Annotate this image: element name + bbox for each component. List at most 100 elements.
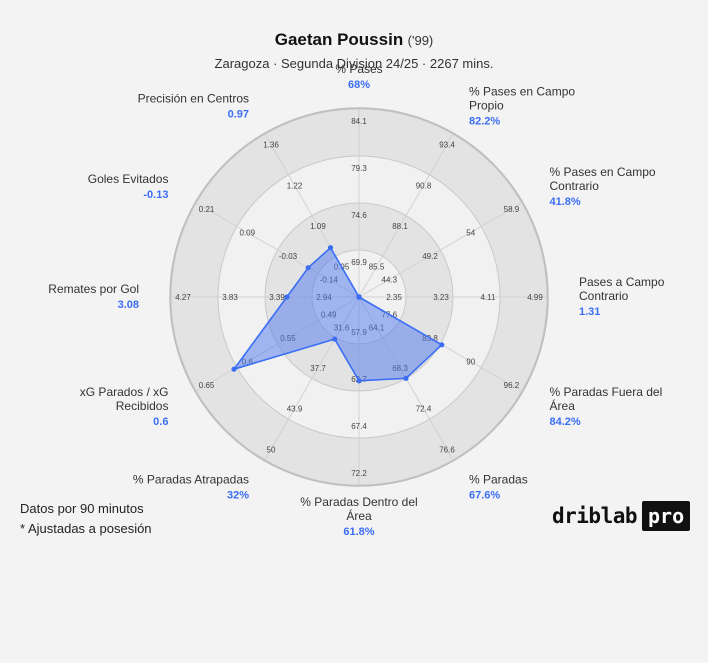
data-point: [284, 294, 290, 300]
data-point: [332, 336, 338, 342]
axis-label: % Pases: [335, 62, 382, 76]
tick-label: -0.03: [279, 252, 298, 261]
tick-label: 49.2: [422, 252, 438, 261]
axis-label: Área: [550, 398, 576, 413]
axis-label: % Paradas Atrapadas: [133, 473, 249, 487]
player-year: ('99): [407, 33, 434, 48]
radar-data-polygon: [231, 245, 445, 384]
radar-spoke: [358, 202, 523, 298]
title-block: Gaetan Poussin ('99) Zaragoza · Segunda …: [0, 30, 708, 71]
data-point: [439, 342, 445, 348]
footer-notes: Datos por 90 minutos * Ajustadas a poses…: [20, 499, 152, 539]
tick-label: 90.8: [416, 181, 432, 190]
data-point: [231, 366, 237, 372]
data-point: [403, 375, 409, 381]
tick-label: 3.39: [269, 293, 285, 302]
axis-label: Precisión en Centros: [138, 91, 249, 105]
axis-label: % Paradas Dentro del: [300, 495, 417, 509]
axis-label-group: Remates por Gol 3.08: [48, 282, 139, 311]
axis-value: 0.97: [228, 108, 249, 120]
axis-value: 1.31: [579, 306, 600, 318]
tick-label: 44.3: [382, 276, 398, 285]
tick-label: 85.5: [369, 263, 385, 272]
logo-pro-badge: pro: [642, 501, 691, 531]
tick-label: 3.83: [222, 293, 238, 302]
tick-label: 4.11: [481, 293, 497, 302]
axis-label: Recibidos: [116, 399, 169, 413]
tick-label: 1.22: [287, 181, 303, 190]
tick-label: 93.4: [439, 141, 455, 150]
axis-label-group: % Pases 68%: [335, 62, 382, 91]
tick-label: 58.9: [504, 205, 520, 214]
tick-label: 0.09: [239, 229, 255, 238]
tick-label: 72.4: [416, 405, 432, 414]
tick-label: 88.1: [392, 222, 408, 231]
logo-text: driblab: [552, 504, 638, 528]
data-point: [356, 378, 362, 384]
tick-label: 2.35: [386, 293, 402, 302]
axis-value: 68%: [348, 79, 370, 91]
axis-label: % Pases en Campo: [550, 165, 656, 179]
axis-value: 32%: [227, 490, 249, 502]
tick-label: 67.4: [351, 422, 367, 431]
tick-label: 84.1: [351, 117, 367, 126]
axis-label: Pases a Campo: [579, 275, 665, 289]
tick-label: 90: [466, 358, 475, 367]
axis-value: -0.13: [143, 189, 168, 201]
axis-value: 82.2%: [469, 115, 500, 127]
axis-value: 3.08: [118, 299, 139, 311]
tick-label: 37.7: [310, 364, 326, 373]
tick-label: 96.2: [504, 381, 520, 390]
tick-label: 69.9: [351, 258, 367, 267]
data-point: [356, 294, 362, 300]
radar-spoke: [358, 133, 454, 298]
axis-label: xG Parados / xG: [80, 385, 169, 399]
tick-label: 50: [267, 445, 276, 454]
axis-label-group: % Paradas 67.6%: [469, 473, 528, 502]
player-name: Gaetan Poussin: [274, 30, 404, 49]
tick-label: 76.6: [439, 445, 455, 454]
axis-value: 67.6%: [469, 490, 500, 502]
axis-label: % Pases en Campo: [469, 84, 575, 98]
tick-label: 79.3: [351, 164, 367, 173]
axis-value: 41.8%: [550, 196, 581, 208]
axis-label: Contrario: [550, 179, 600, 193]
axis-value: 61.8%: [343, 526, 374, 538]
axis-value: 84.2%: [550, 416, 581, 428]
radar-area: [233, 246, 443, 382]
radar-outer-ring: [169, 107, 549, 487]
axis-label: Área: [346, 508, 372, 523]
tick-label: 1.36: [263, 141, 279, 150]
note-possession-adjusted: * Ajustadas a posesión: [20, 521, 152, 536]
tick-label: 4.99: [527, 293, 543, 302]
tick-label: 43.9: [287, 405, 303, 414]
tick-label: 54: [466, 229, 475, 238]
axis-label: Remates por Gol: [48, 282, 139, 296]
axis-value: 0.6: [153, 416, 168, 428]
tick-label: 3.23: [433, 293, 449, 302]
tick-label: 72.2: [351, 469, 367, 478]
tick-label: 0.65: [199, 381, 215, 390]
axis-label-group: Precisión en Centros 0.97: [138, 91, 249, 120]
axis-label: Goles Evitados: [88, 172, 169, 186]
tick-label: 1.09: [310, 222, 326, 231]
axis-label: Contrario: [579, 289, 629, 303]
tick-label: 0.21: [199, 205, 215, 214]
driblab-logo: driblab pro: [552, 501, 691, 531]
axis-label: Propio: [469, 98, 504, 112]
axis-label-group: Goles Evitados -0.13: [88, 172, 169, 201]
data-point: [327, 245, 334, 251]
tick-label: 74.6: [351, 211, 367, 220]
note-per-90: Datos por 90 minutos: [20, 501, 144, 516]
subtitle: Zaragoza · Segunda Division 24/25 · 2267…: [214, 56, 494, 71]
axis-label-group: % Paradas Atrapadas 32%: [133, 473, 249, 502]
tick-label: 4.27: [175, 293, 191, 302]
data-point: [305, 265, 311, 271]
